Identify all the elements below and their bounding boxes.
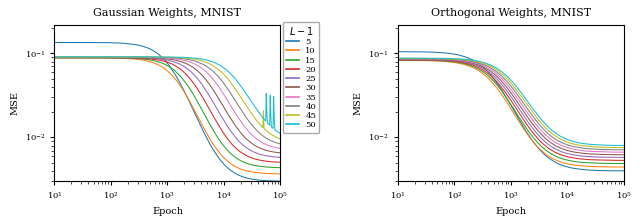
Legend: 5, 10, 15, 20, 25, 30, 35, 40, 45, 50: 5, 10, 15, 20, 25, 30, 35, 40, 45, 50 <box>283 22 319 133</box>
Y-axis label: MSE: MSE <box>353 91 363 115</box>
Title: Gaussian Weights, MNIST: Gaussian Weights, MNIST <box>93 8 241 18</box>
Y-axis label: MSE: MSE <box>10 91 19 115</box>
X-axis label: Epoch: Epoch <box>495 207 527 216</box>
X-axis label: Epoch: Epoch <box>152 207 183 216</box>
Title: Orthogonal Weights, MNIST: Orthogonal Weights, MNIST <box>431 8 591 18</box>
